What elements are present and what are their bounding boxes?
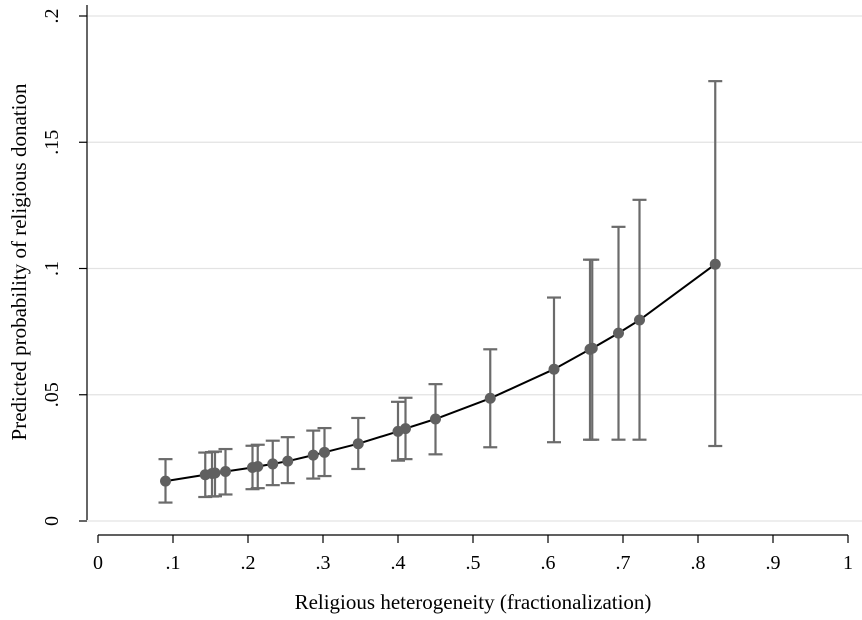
data-point [400,423,411,435]
data-point [267,458,279,470]
x-tick-label: .9 [766,552,781,574]
data-point [430,413,441,425]
data-point [307,449,319,461]
data-point [209,467,221,479]
data-point [160,475,171,487]
y-axis-ticks: 0 .05 .1 .15 .2 [41,9,87,526]
x-tick-label: .5 [466,552,481,574]
data-points [160,258,721,487]
data-point [586,342,598,354]
error-bars [158,80,723,504]
x-tick-label: .4 [391,552,406,574]
data-point [548,363,560,375]
y-tick-label: 0 [41,516,63,526]
data-point [484,392,496,404]
y-axis-title: Predicted probability of religious donat… [7,83,31,440]
data-point [220,466,231,478]
data-point [319,446,330,458]
x-tick-label: .8 [691,552,706,574]
data-point [352,438,364,450]
x-tick-label: .3 [316,552,331,574]
y-tick-label: .1 [41,261,63,276]
x-tick-label: 0 [93,552,103,574]
x-tick-label: .6 [541,552,556,574]
data-point [634,314,645,326]
grid-lines [87,15,862,522]
data-point [282,455,294,467]
x-tick-label: 1 [843,552,853,574]
data-point [613,327,624,339]
x-axis-ticks: 0 .1 .2 .3 .4 .5 .6 .7 .8 .9 1 [93,535,853,574]
x-tick-label: .7 [616,552,631,574]
y-tick-label: .05 [41,382,63,407]
y-tick-label: .2 [41,9,63,24]
x-tick-label: .2 [241,552,256,574]
y-tick-label: .15 [41,130,63,155]
x-tick-label: .1 [166,552,181,574]
data-point [709,258,721,270]
x-axis-title: Religious heterogeneity (fractionalizati… [295,590,652,614]
data-point [252,460,264,472]
fit-line [165,263,716,483]
